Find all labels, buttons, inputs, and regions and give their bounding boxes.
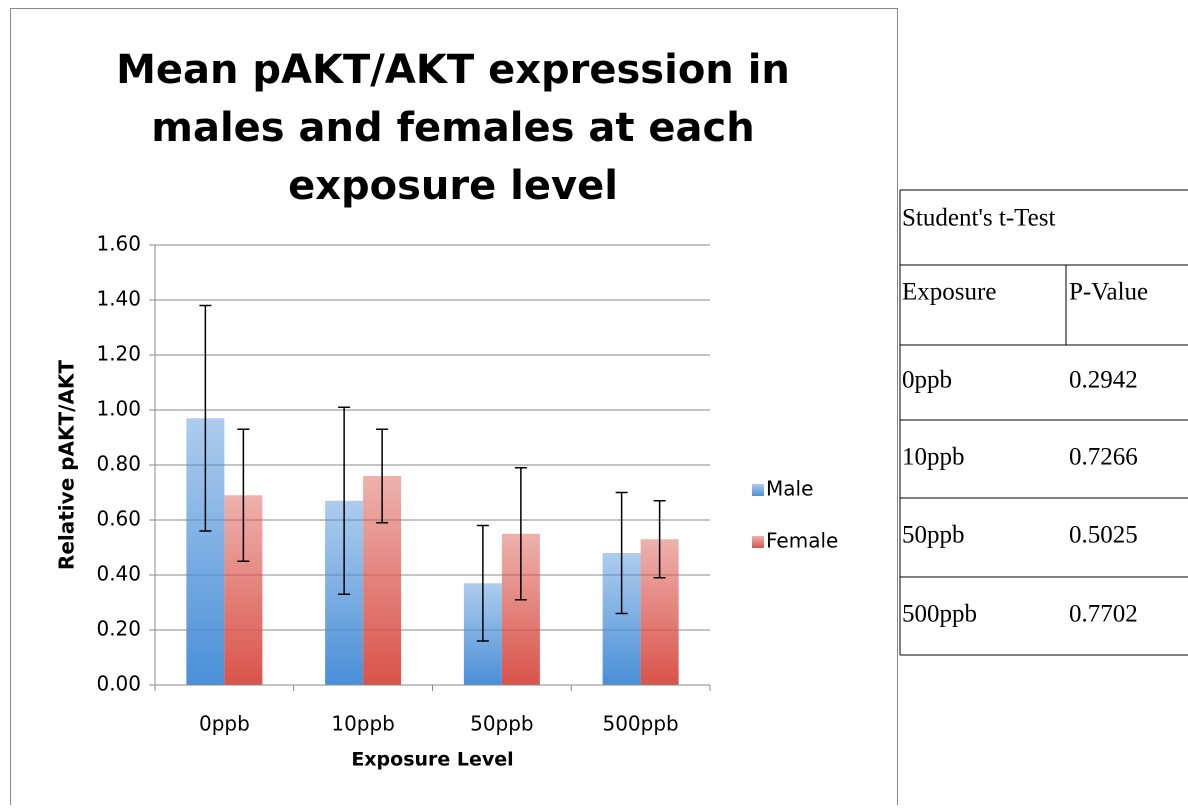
y-tick-label: 0.80 [96, 452, 141, 476]
error-bar [514, 467, 527, 601]
y-tick-label: 0.20 [96, 617, 141, 641]
error-bar [237, 428, 250, 562]
error-bar [199, 304, 212, 532]
y-tick-label: 0.40 [96, 562, 141, 586]
chart-frame [10, 8, 898, 809]
table-header: Exposure [902, 279, 996, 306]
x-tick-label: 500ppb [602, 712, 678, 736]
chart-title: Mean pAKT/AKT expression in [116, 47, 790, 93]
y-tick-label: 1.20 [96, 342, 141, 366]
error-bar [376, 428, 389, 524]
x-tick-label: 50ppb [470, 712, 534, 736]
chart-title: males and females at each [151, 105, 754, 151]
y-tick-label: 1.60 [96, 232, 141, 256]
table-cell: 0.5025 [1069, 522, 1138, 549]
y-tick-label: 1.00 [96, 397, 141, 421]
t-test-table: Student's t-Test Exposure P-Value 0ppb 0.… [899, 189, 1188, 656]
y-tick-label: 0.60 [96, 507, 141, 531]
y-tick-label: 0.00 [96, 672, 141, 696]
x-tick-label: 0ppb [199, 712, 250, 736]
table-cell: 0ppb [902, 367, 952, 394]
table-cell: 50ppb [902, 522, 965, 549]
legend-label: Male [766, 477, 813, 501]
x-tick-label: 10ppb [331, 712, 395, 736]
table-cell: 10ppb [902, 444, 965, 471]
table-cell: 0.7266 [1069, 444, 1138, 471]
error-bar [615, 491, 628, 615]
legend-swatch [752, 536, 764, 548]
table-cell: 0.2942 [1069, 367, 1138, 394]
y-axis-title: Relative pAKT/AKT [55, 360, 79, 571]
chart-title: exposure level [288, 163, 618, 209]
table-title: Student's t-Test [902, 205, 1055, 232]
error-bar [653, 500, 666, 579]
table-header: P-Value [1069, 279, 1148, 306]
y-tick-label: 1.40 [96, 287, 141, 311]
legend-swatch [752, 484, 764, 496]
table-cell: 0.7702 [1069, 601, 1138, 628]
legend-label: Female [766, 529, 838, 553]
error-bar [338, 406, 351, 595]
table-cell: 500ppb [902, 601, 977, 628]
error-bar [476, 524, 489, 642]
x-axis-title: Exposure Level [351, 749, 513, 771]
